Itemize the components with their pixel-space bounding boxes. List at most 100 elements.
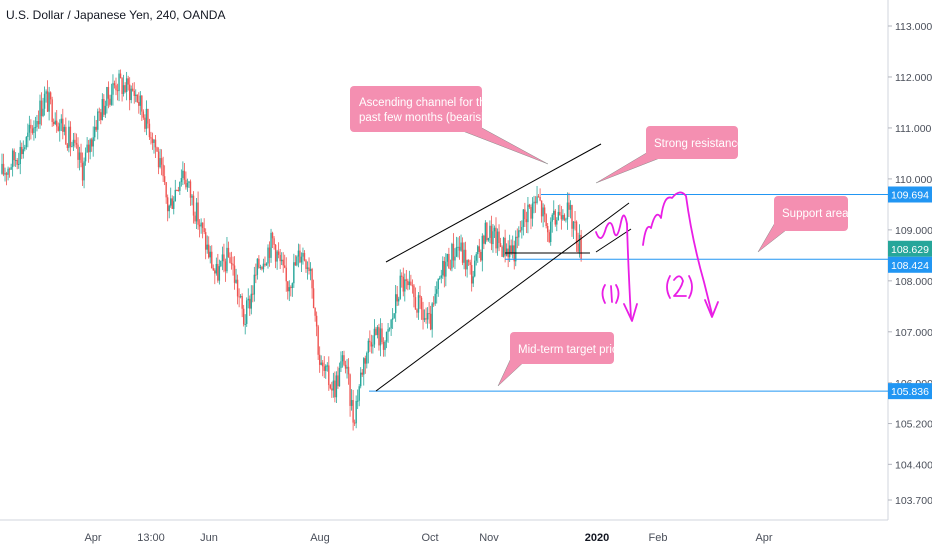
candle-body xyxy=(153,139,155,143)
candle-body xyxy=(381,328,383,342)
candle-body xyxy=(192,195,195,216)
candle-body xyxy=(338,368,341,387)
candle-body xyxy=(179,181,181,191)
candle-body xyxy=(353,422,356,424)
candle-body xyxy=(346,366,348,369)
candle-body xyxy=(282,259,284,266)
hand-label-1-stroke xyxy=(610,285,613,303)
candle-body xyxy=(550,221,552,243)
candle-body xyxy=(112,83,114,95)
candle-body xyxy=(402,276,404,292)
candle-body xyxy=(10,167,12,170)
candle-body xyxy=(90,139,93,147)
projection-rally-2 xyxy=(642,191,713,315)
candle-body xyxy=(466,260,468,270)
candle-body xyxy=(341,355,344,362)
candle-body xyxy=(443,260,446,277)
candle-body xyxy=(125,78,128,92)
callout-resistance[interactable]: Strong resistance xyxy=(595,126,744,184)
candle-body xyxy=(16,159,18,165)
candle-body xyxy=(122,85,125,94)
price-label-text: 108.629 xyxy=(891,244,929,256)
candle-body xyxy=(221,254,224,261)
candle-body xyxy=(154,139,157,148)
candle-body xyxy=(454,256,456,261)
callout-target[interactable]: Mid-term target price xyxy=(497,332,624,387)
candle-body xyxy=(393,313,395,319)
candle-body xyxy=(408,281,411,286)
candle-body xyxy=(334,380,336,398)
candle-body xyxy=(502,237,505,257)
x-tick-label: 2020 xyxy=(585,532,609,544)
candle-body xyxy=(411,285,414,287)
candle-body xyxy=(328,365,330,386)
candle-body xyxy=(478,246,480,252)
candle-body xyxy=(572,221,575,229)
candle-body xyxy=(7,168,9,175)
candle-body xyxy=(505,248,508,256)
candle-body xyxy=(267,247,269,264)
candle-body xyxy=(347,366,350,375)
candle-body xyxy=(36,121,38,128)
candle-body xyxy=(75,142,78,145)
candle-body xyxy=(382,341,385,350)
candle-body xyxy=(170,198,172,206)
candle-body xyxy=(208,244,210,258)
hand-label-1-paren-open xyxy=(601,284,606,304)
hand-label-2-paren-close xyxy=(688,275,693,299)
candle-body xyxy=(1,163,3,174)
candle-body xyxy=(470,265,473,284)
candle-body xyxy=(384,341,386,350)
candle-body xyxy=(151,138,154,143)
candle-body xyxy=(306,267,309,269)
y-tick-label: 112.000 xyxy=(895,72,932,84)
candle-body xyxy=(277,251,280,255)
y-tick-label: 113.000 xyxy=(895,21,932,33)
candle-body xyxy=(356,400,359,402)
candle-body xyxy=(323,366,325,371)
candle-body xyxy=(2,163,5,175)
candle-body xyxy=(162,164,164,177)
candle-body xyxy=(542,207,544,217)
x-tick-label: Feb xyxy=(649,532,668,544)
candle-body xyxy=(407,280,409,286)
candle-body xyxy=(537,196,540,198)
candle-body xyxy=(320,362,322,365)
arrowhead-1 xyxy=(623,303,638,322)
candle-body xyxy=(198,224,201,227)
candle-body xyxy=(242,308,245,325)
candle-body xyxy=(68,126,70,148)
candle-body xyxy=(101,98,104,121)
candle-body xyxy=(188,181,190,183)
candle-body xyxy=(399,275,401,299)
channel-lower-line xyxy=(375,202,630,392)
candle-body xyxy=(431,303,433,330)
price-axis[interactable]: 113.000 112.000 111.000 110.000 109.000 108.0… xyxy=(888,21,932,507)
candle-body xyxy=(519,230,522,232)
candle-body xyxy=(568,202,570,210)
candle-body xyxy=(569,205,572,210)
candle-body xyxy=(142,111,145,118)
projection-drop-1 xyxy=(626,223,632,319)
candle-body xyxy=(173,201,175,209)
time-axis[interactable]: Apr 13:00 Jun Aug Oct Nov 2020 Feb Apr xyxy=(84,532,772,544)
candle-body xyxy=(168,205,170,212)
candle-body xyxy=(296,256,298,266)
candle-body xyxy=(440,275,442,278)
candle-body xyxy=(215,264,218,274)
candle-body xyxy=(139,95,142,106)
candle-body xyxy=(259,266,262,268)
candle-body xyxy=(417,295,420,313)
candle-body xyxy=(130,88,132,101)
callout-channel-line2: past few months (bearish) xyxy=(359,112,491,124)
hand-label-2-digit xyxy=(673,275,687,297)
candle-body xyxy=(109,98,111,105)
candle-body xyxy=(69,126,72,147)
candle-body xyxy=(396,294,398,302)
candle-body xyxy=(489,225,491,238)
candle-body xyxy=(28,124,31,133)
callout-support[interactable]: Support area xyxy=(757,196,849,253)
callout-channel[interactable]: Ascending channel for the past few month… xyxy=(350,86,549,165)
candle-body xyxy=(401,275,403,277)
